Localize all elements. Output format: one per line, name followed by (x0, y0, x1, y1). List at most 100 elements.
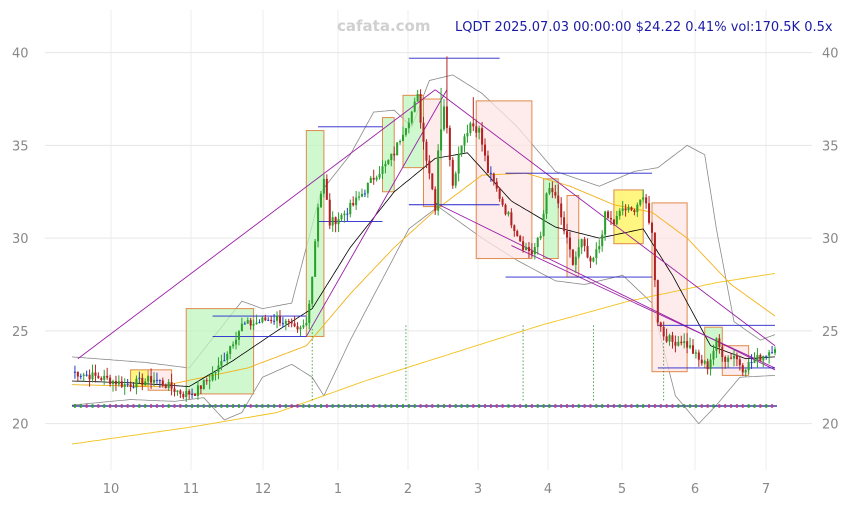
candle (378, 166, 381, 180)
volume-bar (196, 404, 199, 408)
candle-body (551, 188, 554, 193)
candle-body (756, 354, 759, 361)
pattern-box-layer (130, 94, 750, 395)
candle-body (697, 352, 700, 360)
candle-body (109, 377, 112, 384)
candle-body (305, 322, 308, 326)
candle-body (457, 154, 460, 174)
candle (360, 188, 364, 198)
candle (586, 238, 589, 259)
volume-bar (132, 404, 135, 408)
candle-body (249, 320, 252, 326)
candle (375, 175, 378, 182)
candle-body (694, 352, 697, 354)
candle (85, 370, 88, 377)
candle (123, 378, 126, 395)
volume-bar (150, 404, 153, 408)
candle (592, 256, 595, 263)
candle-body (428, 160, 431, 174)
candle (141, 373, 144, 391)
candle-body (396, 142, 399, 156)
volume-bar (91, 404, 94, 408)
candle (208, 374, 211, 390)
volume-bar (355, 404, 358, 408)
ma-mid-line (72, 172, 776, 387)
candle (738, 355, 741, 371)
candle-body (188, 390, 191, 395)
candle-body (358, 196, 361, 198)
candle-body (478, 128, 481, 133)
candle-body (164, 385, 167, 389)
candle-body (375, 177, 378, 180)
candle (176, 390, 179, 396)
volume-bar (296, 404, 299, 408)
candle (522, 236, 525, 253)
candle (220, 354, 223, 371)
candle (539, 231, 542, 241)
candle-body (267, 319, 270, 321)
volume-bar (378, 404, 381, 408)
candle (662, 321, 665, 340)
candle (302, 319, 305, 330)
candle (109, 374, 112, 387)
candle-body (199, 385, 202, 389)
candle-body (624, 208, 627, 211)
candle-body (211, 373, 214, 381)
volume-bar (636, 404, 639, 408)
volume-bar (384, 404, 387, 408)
candle (668, 333, 671, 346)
candle (533, 242, 536, 260)
candle-body (750, 362, 753, 364)
candle (290, 318, 293, 328)
candle (196, 381, 199, 400)
candle-body (284, 320, 287, 324)
candle-body (229, 346, 232, 354)
volume-bar (114, 404, 117, 408)
candle-body (132, 386, 135, 388)
candle (469, 121, 472, 136)
candle-body (738, 359, 741, 366)
green-pattern-box (305, 130, 325, 337)
candle (73, 365, 76, 379)
candle-body (747, 362, 750, 371)
candle (618, 208, 621, 220)
volume-bar (618, 404, 621, 408)
candle-body (176, 390, 179, 392)
candle (548, 182, 551, 196)
candle (404, 128, 407, 137)
candle (683, 333, 686, 349)
candle-body (167, 382, 170, 389)
candle-body (343, 213, 346, 216)
candle-body (393, 153, 396, 156)
green-pattern-box (543, 178, 559, 260)
candle (615, 210, 618, 226)
candle-body (144, 381, 147, 386)
candle-body (773, 349, 777, 353)
candle (249, 318, 252, 330)
volume-bar (331, 404, 334, 408)
candle-body (322, 178, 325, 194)
red-pattern-box (475, 100, 533, 260)
candle-body (349, 202, 352, 215)
candle-body (243, 323, 246, 325)
volume-bar (437, 404, 440, 408)
candle-body (232, 344, 235, 347)
candle (466, 124, 469, 143)
candle (689, 337, 692, 350)
candle-body (519, 236, 522, 242)
candle (650, 221, 654, 241)
candle-body (577, 247, 580, 257)
candle-body (768, 352, 771, 356)
candle-body (574, 256, 577, 265)
volume-bar (630, 404, 633, 408)
candle-body (460, 145, 463, 155)
candle-body (337, 219, 340, 225)
candle (355, 190, 358, 210)
candle-body (387, 159, 390, 164)
candle (319, 191, 323, 208)
volume-bar (226, 404, 229, 408)
candle-body (220, 361, 223, 366)
candle (276, 311, 279, 329)
candle-body (510, 212, 513, 226)
